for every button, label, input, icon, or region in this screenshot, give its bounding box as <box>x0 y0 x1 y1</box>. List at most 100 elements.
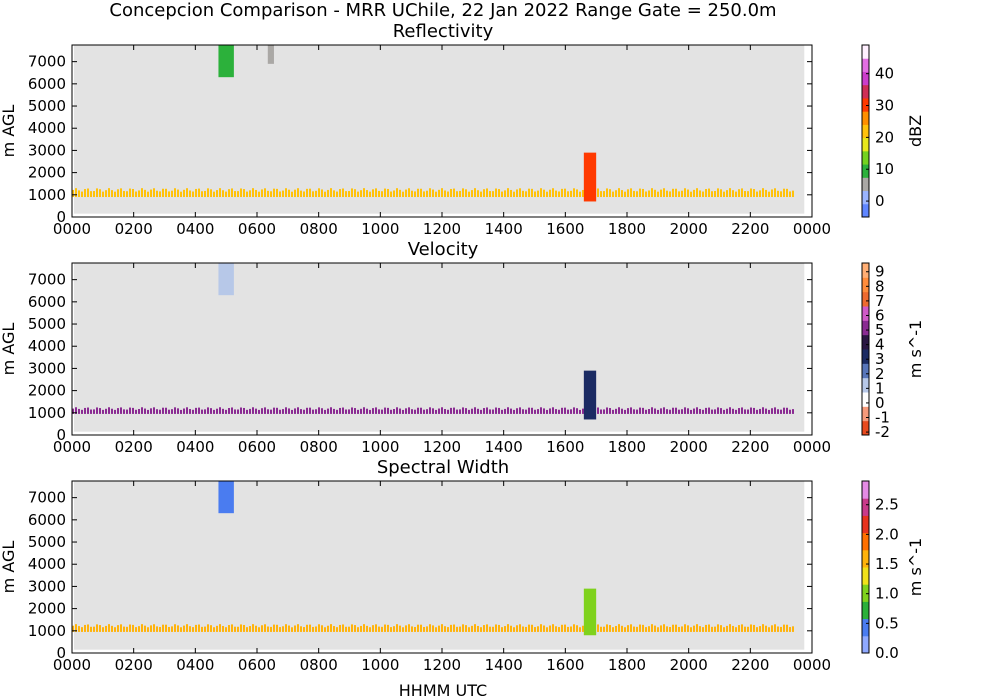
band-mark <box>183 189 185 198</box>
band-mark <box>504 626 506 632</box>
band-mark <box>135 191 137 198</box>
band-mark <box>150 408 152 414</box>
band-mark <box>726 190 728 198</box>
band-mark <box>213 191 215 198</box>
band-mark <box>672 407 674 414</box>
band-mark <box>363 188 365 198</box>
band-mark <box>201 191 203 198</box>
band-mark <box>96 407 98 414</box>
colorbar-tick-label: 3 <box>875 350 885 368</box>
band-mark <box>360 190 362 198</box>
band-mark <box>390 627 392 632</box>
band-mark <box>237 191 239 198</box>
band-mark <box>423 626 425 632</box>
band-mark <box>675 624 677 632</box>
band-mark <box>369 191 371 198</box>
band-mark <box>390 191 392 198</box>
x-tick-label: 0000 <box>793 656 831 674</box>
band-mark <box>570 626 572 632</box>
y-tick-label: 0 <box>56 644 66 662</box>
band-mark <box>243 624 245 632</box>
band-mark <box>462 188 464 198</box>
band-mark <box>693 625 695 632</box>
band-mark <box>486 407 488 414</box>
band-mark <box>96 624 98 632</box>
band-mark <box>642 188 644 198</box>
band-mark <box>219 188 221 198</box>
y-tick-label: 5000 <box>28 97 66 115</box>
colorbar-tick-label: 8 <box>875 277 885 295</box>
band-mark <box>396 624 398 632</box>
band-mark <box>771 408 773 414</box>
band-mark <box>330 407 332 414</box>
band-mark <box>279 409 281 414</box>
band-mark <box>501 409 503 414</box>
band-mark <box>471 625 473 632</box>
band-mark <box>288 408 290 414</box>
band-mark <box>756 191 758 198</box>
x-tick-label: 0800 <box>300 220 338 238</box>
band-mark <box>555 626 557 632</box>
band-mark <box>489 626 491 632</box>
band-mark <box>423 191 425 198</box>
band-mark <box>300 190 302 198</box>
band-mark <box>717 188 719 198</box>
band-mark <box>159 191 161 198</box>
band-mark <box>249 408 251 414</box>
band-mark <box>678 409 680 414</box>
y-tick-label: 7000 <box>28 271 66 289</box>
band-mark <box>786 407 788 414</box>
band-mark <box>102 191 104 198</box>
band-mark <box>318 188 320 198</box>
band-mark <box>393 190 395 198</box>
y-tick-label: 6000 <box>28 293 66 311</box>
x-tick-label: 2200 <box>731 656 769 674</box>
band-mark <box>327 408 329 414</box>
band-mark <box>366 190 368 198</box>
y-axis-label: m AGL <box>0 105 18 158</box>
band-mark <box>447 627 449 632</box>
feature-mark <box>218 481 234 514</box>
band-mark <box>414 191 416 198</box>
band-mark <box>699 190 701 198</box>
colorbar-frame <box>861 262 870 436</box>
band-mark <box>624 409 626 414</box>
band-mark <box>375 188 377 198</box>
band-mark <box>654 625 656 632</box>
colorbar-swatch <box>862 481 869 499</box>
band-mark <box>90 191 92 198</box>
band-mark <box>297 188 299 198</box>
band-mark <box>408 624 410 632</box>
band-mark <box>108 188 110 198</box>
band-mark <box>537 626 539 632</box>
y-tick-label: 2000 <box>28 600 66 618</box>
band-mark <box>78 408 80 414</box>
band-mark <box>639 407 641 414</box>
colorbar-swatch <box>862 349 869 364</box>
band-mark <box>162 624 164 632</box>
band-mark <box>390 409 392 414</box>
colorbar-tick-label: 9 <box>875 263 885 281</box>
band-mark <box>297 624 299 632</box>
band-mark <box>417 188 419 198</box>
x-tick-label: 2200 <box>731 220 769 238</box>
band-mark <box>711 409 713 414</box>
band-mark <box>363 624 365 632</box>
band-mark <box>768 409 770 414</box>
band-mark <box>228 625 230 632</box>
band-mark <box>456 409 458 414</box>
colorbar-swatch <box>862 111 869 125</box>
colorbar-frame <box>861 44 870 218</box>
band-mark <box>357 191 359 198</box>
colorbar-swatch <box>862 334 869 350</box>
y-tick-label: 4000 <box>28 337 66 355</box>
band-mark <box>699 408 701 414</box>
feature-mark <box>218 263 234 296</box>
band-mark <box>429 188 431 198</box>
band-mark <box>492 409 494 414</box>
band-mark <box>435 191 437 198</box>
band-mark <box>465 625 467 632</box>
y-tick-label: 4000 <box>28 555 66 573</box>
band-mark <box>132 407 134 414</box>
